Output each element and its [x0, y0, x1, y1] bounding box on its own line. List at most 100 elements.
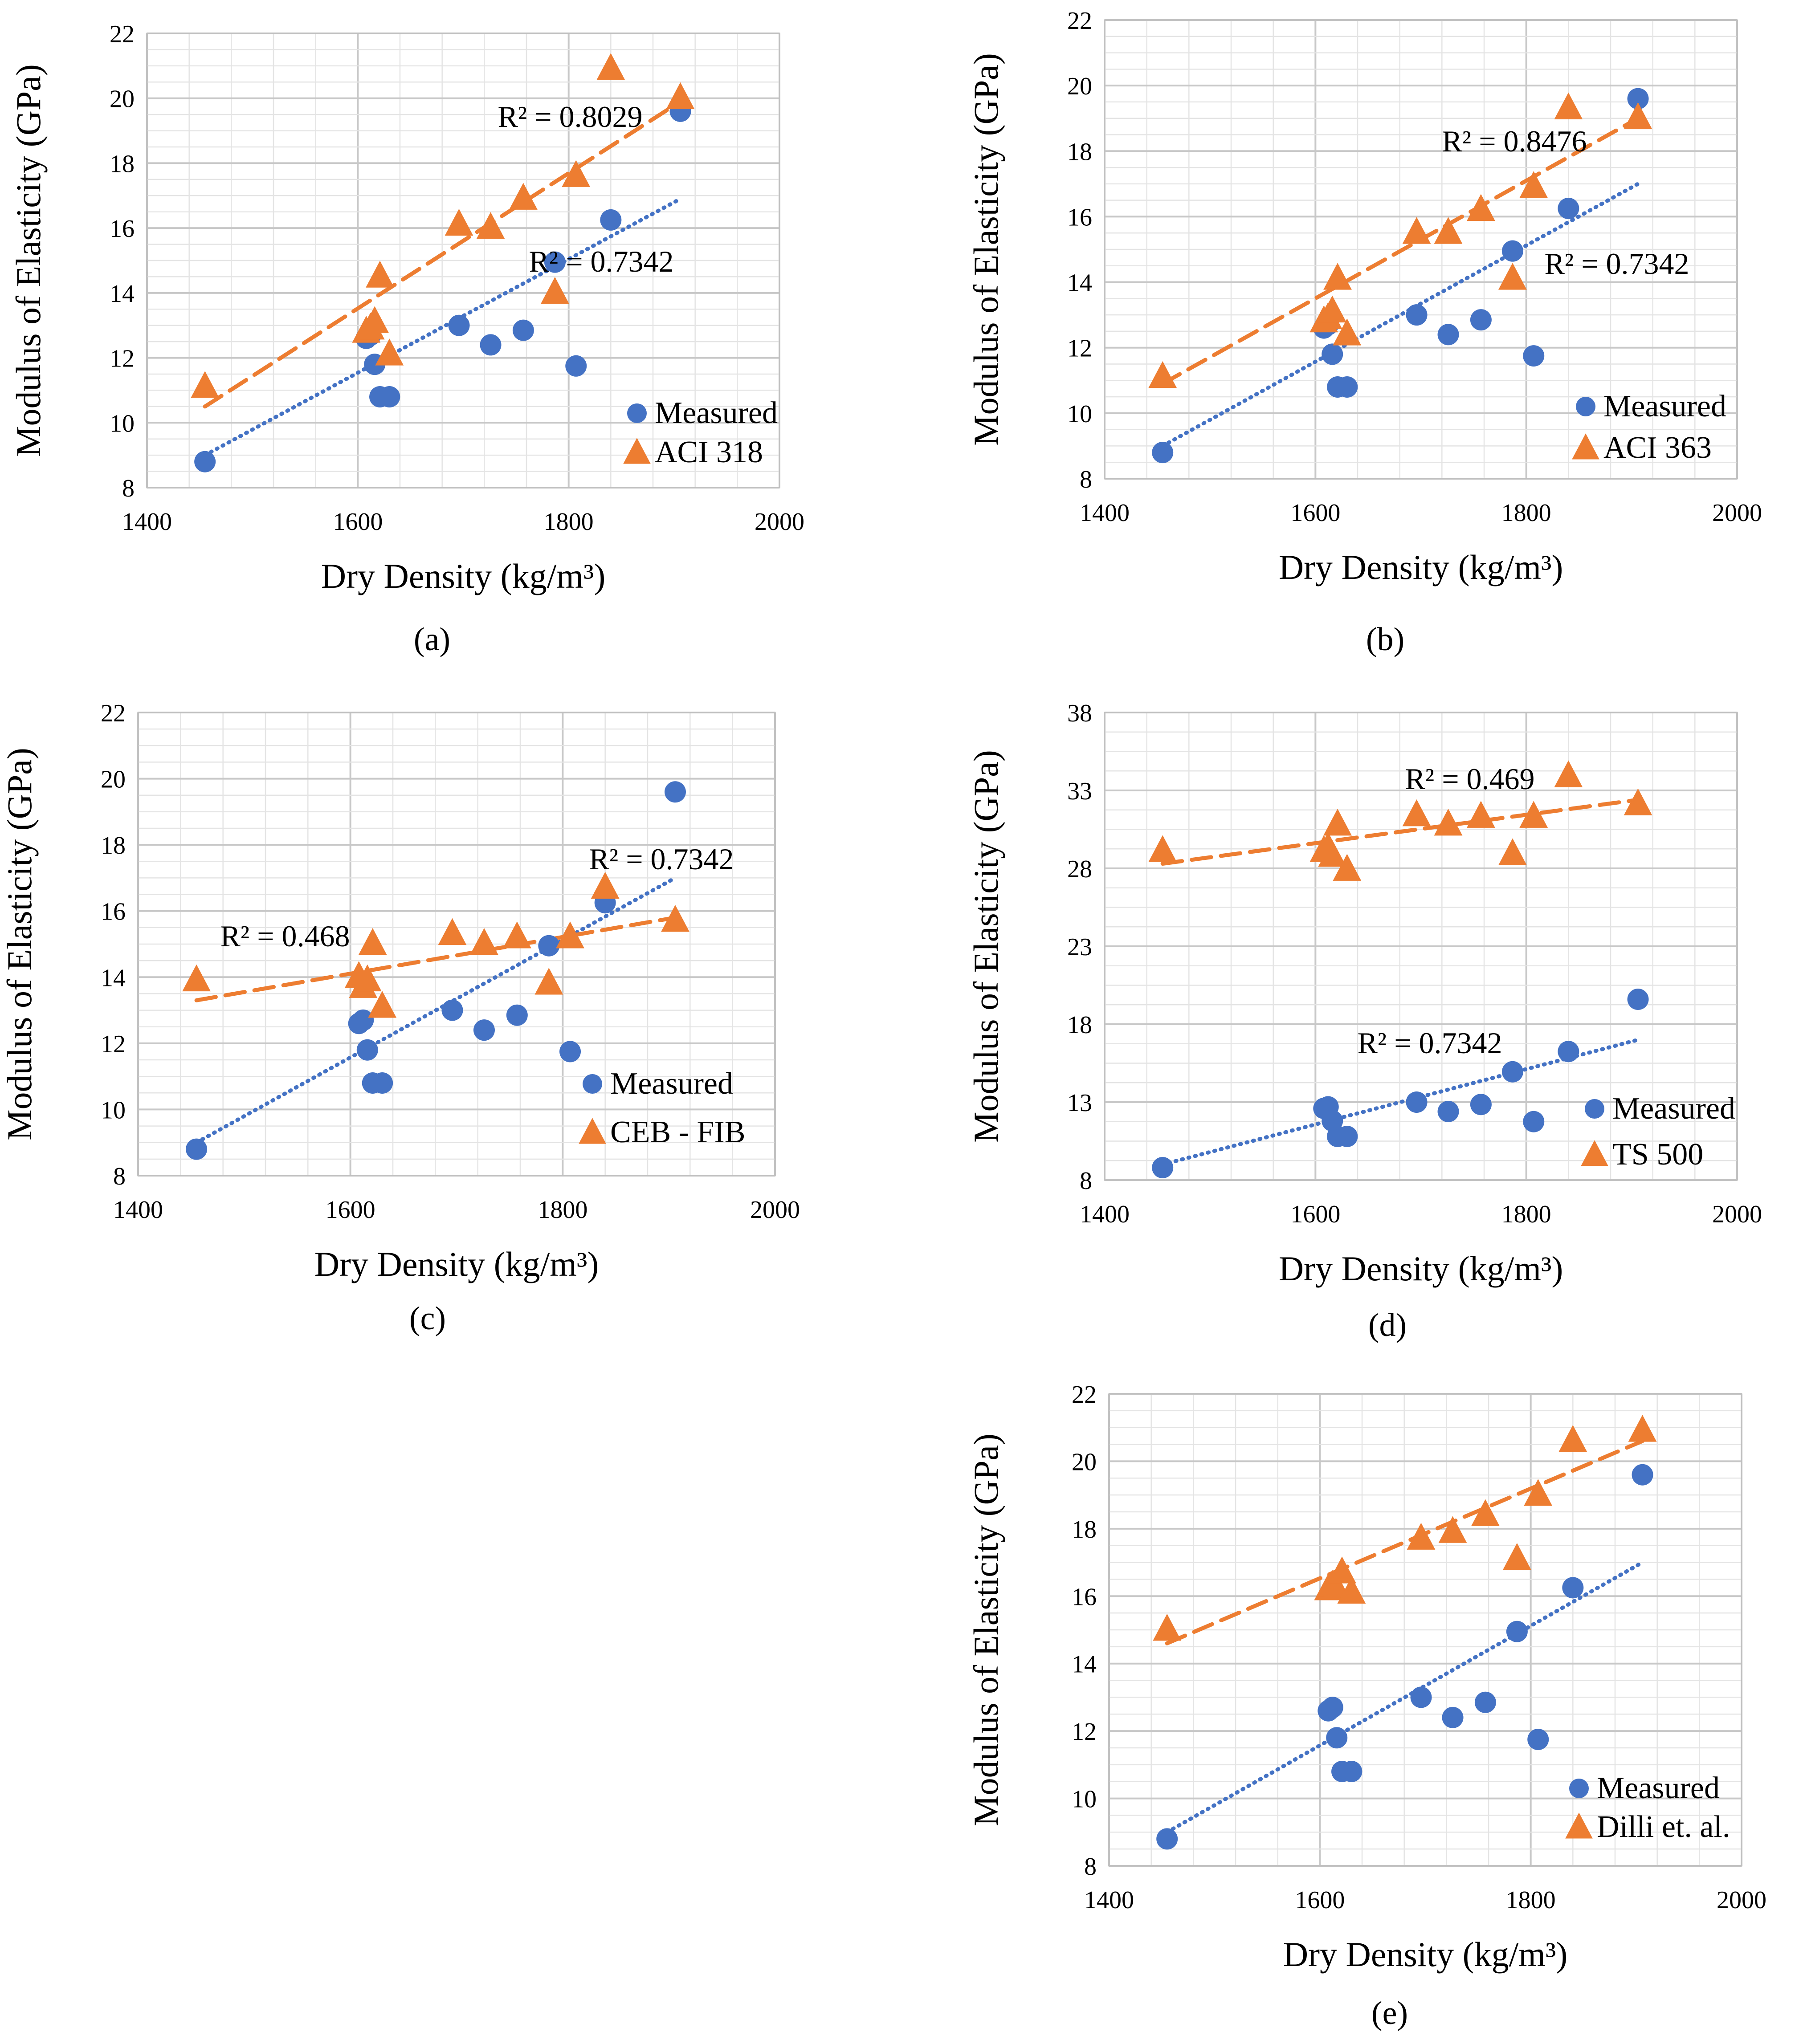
- y-tick-label: 28: [1067, 855, 1092, 883]
- y-tick-label: 12: [1072, 1718, 1097, 1746]
- data-point: [1318, 295, 1347, 323]
- plot-area: [1104, 712, 1738, 1181]
- y-tick-label: 12: [101, 1030, 126, 1058]
- data-point: [1503, 1543, 1531, 1570]
- y-axis-label: Modulus of Elasticity (GPa): [967, 750, 1005, 1143]
- y-tick-label: 18: [1072, 1516, 1097, 1543]
- x-tick-label: 1800: [1501, 1201, 1551, 1228]
- chart-panel-d: 1400 1600 1800 2000 8 13 18 23 28 33 38 Dry Density…: [967, 700, 1762, 1344]
- legend-marker-measured: [627, 403, 647, 423]
- data-point: [534, 968, 563, 995]
- data-point: [358, 928, 387, 955]
- data-point: [1632, 1464, 1653, 1486]
- trendline-measured: [1160, 1038, 1640, 1167]
- legend-marker-measured: [583, 1074, 602, 1094]
- data-point: [1506, 1621, 1528, 1642]
- data-point: [194, 451, 216, 472]
- data-point: [600, 209, 622, 231]
- legend-label: Measured: [1612, 1091, 1735, 1126]
- x-tick-label: 2000: [1712, 1201, 1762, 1228]
- data-point: [1328, 1556, 1356, 1584]
- y-tick-label: 8: [1084, 1853, 1097, 1881]
- series-measured: [1156, 1464, 1653, 1850]
- data-point: [559, 1041, 581, 1063]
- y-axis-label: Modulus of Elasticity (GPa): [9, 64, 48, 457]
- data-point: [509, 183, 538, 210]
- data-point: [565, 355, 587, 377]
- r-squared-label: R² = 0.7342: [589, 842, 734, 876]
- trendline-predicted: [1160, 116, 1640, 386]
- data-point: [1323, 263, 1352, 290]
- y-tick-label: 22: [101, 700, 126, 727]
- data-point: [352, 1009, 374, 1031]
- data-point: [441, 999, 463, 1021]
- data-point: [1322, 343, 1343, 365]
- trendline-predicted: [1165, 1439, 1645, 1645]
- x-tick-label: 1600: [326, 1196, 375, 1224]
- y-tick-label: 22: [110, 20, 135, 48]
- legend-marker-measured: [1585, 1099, 1604, 1119]
- data-point: [1554, 760, 1583, 787]
- legend: Measured ACI 363: [1572, 389, 1726, 465]
- data-point: [480, 334, 502, 356]
- data-point: [353, 964, 382, 992]
- legend-label: Measured: [1603, 389, 1726, 423]
- data-point: [544, 251, 566, 273]
- y-tick-label: 8: [1080, 1167, 1092, 1195]
- data-point: [1152, 442, 1174, 464]
- data-point: [1470, 1094, 1492, 1116]
- y-tick-label: 18: [110, 150, 135, 178]
- y-tick-label: 16: [1072, 1583, 1097, 1611]
- data-point: [371, 1072, 393, 1094]
- x-axis-label: Dry Density (kg/m³): [314, 1245, 599, 1283]
- y-tick-label: 14: [110, 280, 135, 308]
- data-point: [1326, 1727, 1348, 1749]
- y-tick-label: 10: [1067, 400, 1092, 428]
- y-tick-label: 12: [1067, 335, 1092, 362]
- data-point: [538, 935, 560, 957]
- legend-label: Measured: [1597, 1771, 1720, 1805]
- y-tick-label: 8: [113, 1163, 126, 1190]
- data-point: [1322, 1697, 1343, 1718]
- data-point: [1434, 809, 1463, 836]
- data-point: [1337, 1576, 1366, 1604]
- data-point: [445, 208, 473, 236]
- y-tick-label: 8: [1080, 466, 1092, 493]
- chart-panel-e: 1400 1600 1800 2000 8 10 12 14 16 18 20 22 Dry Densi…: [967, 1381, 1766, 2032]
- data-point: [1410, 1686, 1432, 1708]
- data-point: [1562, 1577, 1584, 1599]
- data-point: [661, 905, 689, 932]
- data-point: [448, 314, 470, 336]
- y-tick-label: 18: [101, 832, 126, 859]
- trendline-measured: [1160, 182, 1640, 448]
- data-point: [1341, 1761, 1363, 1782]
- data-point: [1336, 376, 1358, 398]
- data-point: [562, 160, 591, 187]
- figure-caption: (e): [1371, 1995, 1408, 2032]
- data-point: [1498, 838, 1527, 865]
- data-point: [1474, 1691, 1496, 1713]
- figure-caption: (c): [409, 1300, 446, 1337]
- data-point: [1402, 217, 1431, 244]
- data-point: [1558, 1425, 1587, 1452]
- data-point: [1156, 1828, 1178, 1850]
- data-point: [1153, 1614, 1182, 1641]
- x-axis-label: Dry Density (kg/m³): [1279, 548, 1563, 586]
- data-point: [360, 306, 389, 333]
- grid: [137, 712, 776, 1177]
- plot-area: [1104, 19, 1738, 480]
- data-point: [666, 82, 695, 110]
- trendline-measured: [1165, 1560, 1645, 1834]
- y-tick-label: 16: [1067, 204, 1092, 231]
- data-point: [1624, 102, 1652, 130]
- data-point: [1437, 324, 1459, 346]
- x-axis-label: Dry Density (kg/m³): [1283, 1935, 1568, 1974]
- legend-marker-predicted: [1565, 1812, 1593, 1839]
- y-tick-label: 10: [1072, 1786, 1097, 1813]
- data-point: [591, 871, 620, 899]
- y-tick-label: 16: [101, 898, 126, 926]
- data-point: [191, 371, 220, 398]
- data-point: [1523, 1111, 1545, 1132]
- x-tick-label: 2000: [755, 508, 804, 536]
- series-predicted: [191, 53, 695, 398]
